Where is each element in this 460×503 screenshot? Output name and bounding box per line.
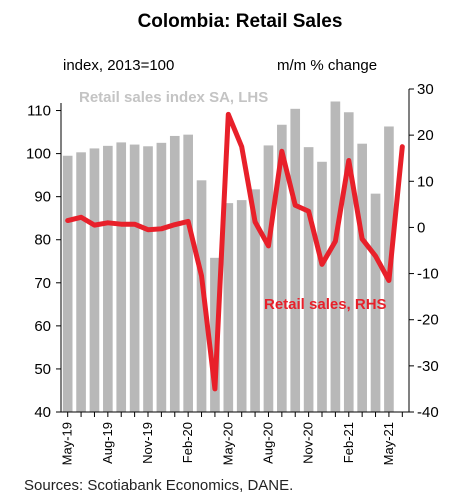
x-tick-label-Aug-20: Aug-20 <box>260 422 275 464</box>
bar-Jun-19 <box>76 152 86 412</box>
right-tick-label-30: 30 <box>417 81 434 98</box>
bar-Jul-19 <box>89 148 100 412</box>
bar-Jan-20 <box>169 135 180 412</box>
bar-Jul-20 <box>250 189 260 412</box>
left-tick-label-50: 50 <box>34 361 51 378</box>
bar-Sep-20 <box>277 124 287 412</box>
left-tick-label-40: 40 <box>34 404 51 421</box>
bar-Jan-21 <box>330 101 341 413</box>
right-axis-label: m/m % change <box>277 57 377 74</box>
bar-Nov-20 <box>303 147 314 412</box>
bar-May-20 <box>223 203 234 412</box>
bar-Jun-20 <box>236 200 247 412</box>
x-tick-label-Nov-19: Nov-19 <box>140 422 155 464</box>
legend-line-series: Retail sales, RHS <box>264 296 387 313</box>
legend-bar-series: Retail sales index SA, LHS <box>79 89 268 106</box>
x-tick-label-May-20: May-20 <box>220 422 235 465</box>
right-tick-label-20: 20 <box>417 127 434 144</box>
bar-Feb-20 <box>183 134 193 412</box>
bar-May-19 <box>62 155 73 412</box>
bar-Apr-21 <box>370 193 381 412</box>
x-tick-label-May-19: May-19 <box>60 422 75 465</box>
right-tick-label--10: -10 <box>417 266 439 283</box>
bar-Apr-20 <box>210 257 220 412</box>
bar-Dec-19 <box>156 142 167 412</box>
bar-series <box>62 101 394 413</box>
retail-sales-line <box>65 111 405 392</box>
right-tick-label-0: 0 <box>417 219 425 236</box>
left-tick-label-100: 100 <box>26 146 51 163</box>
right-tick-label--30: -30 <box>417 358 439 375</box>
bar-Sep-19 <box>116 142 127 412</box>
right-tick-label--40: -40 <box>417 404 439 421</box>
source-note: Sources: Scotiabank Economics, DANE. <box>24 477 294 494</box>
x-tick-label-Aug-19: Aug-19 <box>100 422 115 464</box>
bar-Feb-21 <box>343 112 354 412</box>
x-tick-label-Nov-20: Nov-20 <box>301 422 316 464</box>
left-axis-label: index, 2013=100 <box>63 57 174 74</box>
x-tick-label-May-21: May-21 <box>381 422 396 465</box>
x-tick-label-Feb-20: Feb-20 <box>180 422 195 463</box>
bar-Aug-19 <box>103 145 113 412</box>
left-tick-label-60: 60 <box>34 318 51 335</box>
bar-Oct-19 <box>129 144 140 412</box>
x-axis-ticks: May-19 Aug-19 Nov-19 Feb-20 May-20 Aug-20 Nov-… <box>60 412 403 465</box>
bar-Oct-20 <box>290 108 301 412</box>
bar-Aug-20 <box>263 145 274 413</box>
right-tick-label-10: 10 <box>417 173 434 190</box>
left-tick-label-110: 110 <box>27 103 51 120</box>
bar-Mar-21 <box>357 143 367 412</box>
left-axis-ticks: 40 50 60 70 80 90 100 110 <box>26 103 61 421</box>
left-tick-label-90: 90 <box>34 189 51 206</box>
bar-Nov-19 <box>143 146 153 412</box>
bar-Dec-20 <box>317 161 327 412</box>
right-axis-ticks: -40 -30 -20 -10 0 10 20 30 <box>409 81 439 421</box>
right-tick-label--20: -20 <box>417 312 439 329</box>
left-tick-label-70: 70 <box>34 275 51 292</box>
chart-title: Colombia: Retail Sales <box>138 11 343 32</box>
left-tick-label-80: 80 <box>34 232 51 249</box>
x-tick-label-Feb-21: Feb-21 <box>341 422 356 463</box>
